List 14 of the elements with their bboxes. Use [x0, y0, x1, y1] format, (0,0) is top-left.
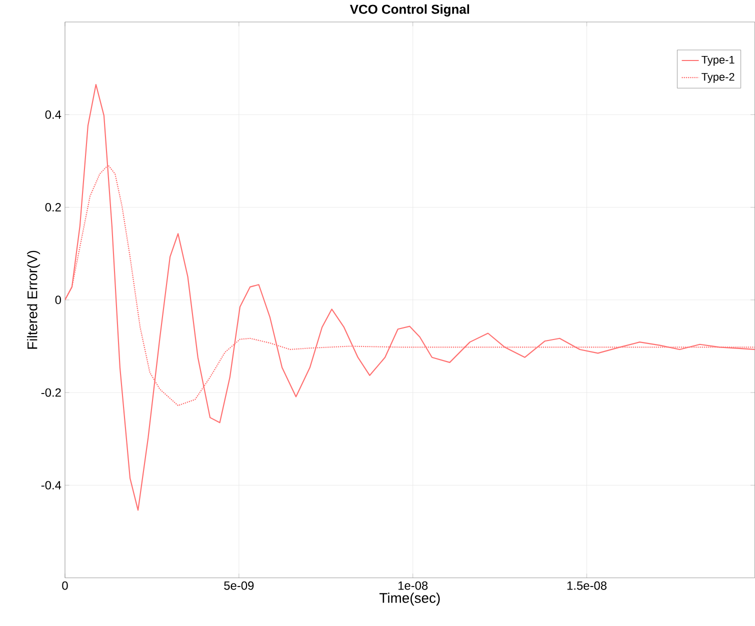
y-axis-title: Filtered Error(V)	[27, 250, 40, 349]
y-tick-label: 0.4	[45, 110, 62, 119]
y-tick-label: 0	[55, 296, 62, 304]
x-tick-label: 1e-08	[398, 581, 428, 590]
legend-label: Type-2	[702, 73, 734, 83]
x-axis-title: Time(sec)	[379, 592, 440, 606]
y-tick-label: -0.2	[41, 388, 61, 397]
chart-title: VCO Control Signal	[350, 4, 470, 17]
legend-label: Type-1	[702, 56, 734, 66]
y-tick-label: -0.4	[41, 481, 62, 490]
y-tick-label: 0.2	[45, 203, 61, 212]
x-tick-label: 5e-09	[224, 581, 254, 590]
x-tick-label: 1.5e-08	[567, 581, 607, 590]
x-tick-label: 0	[62, 581, 68, 590]
